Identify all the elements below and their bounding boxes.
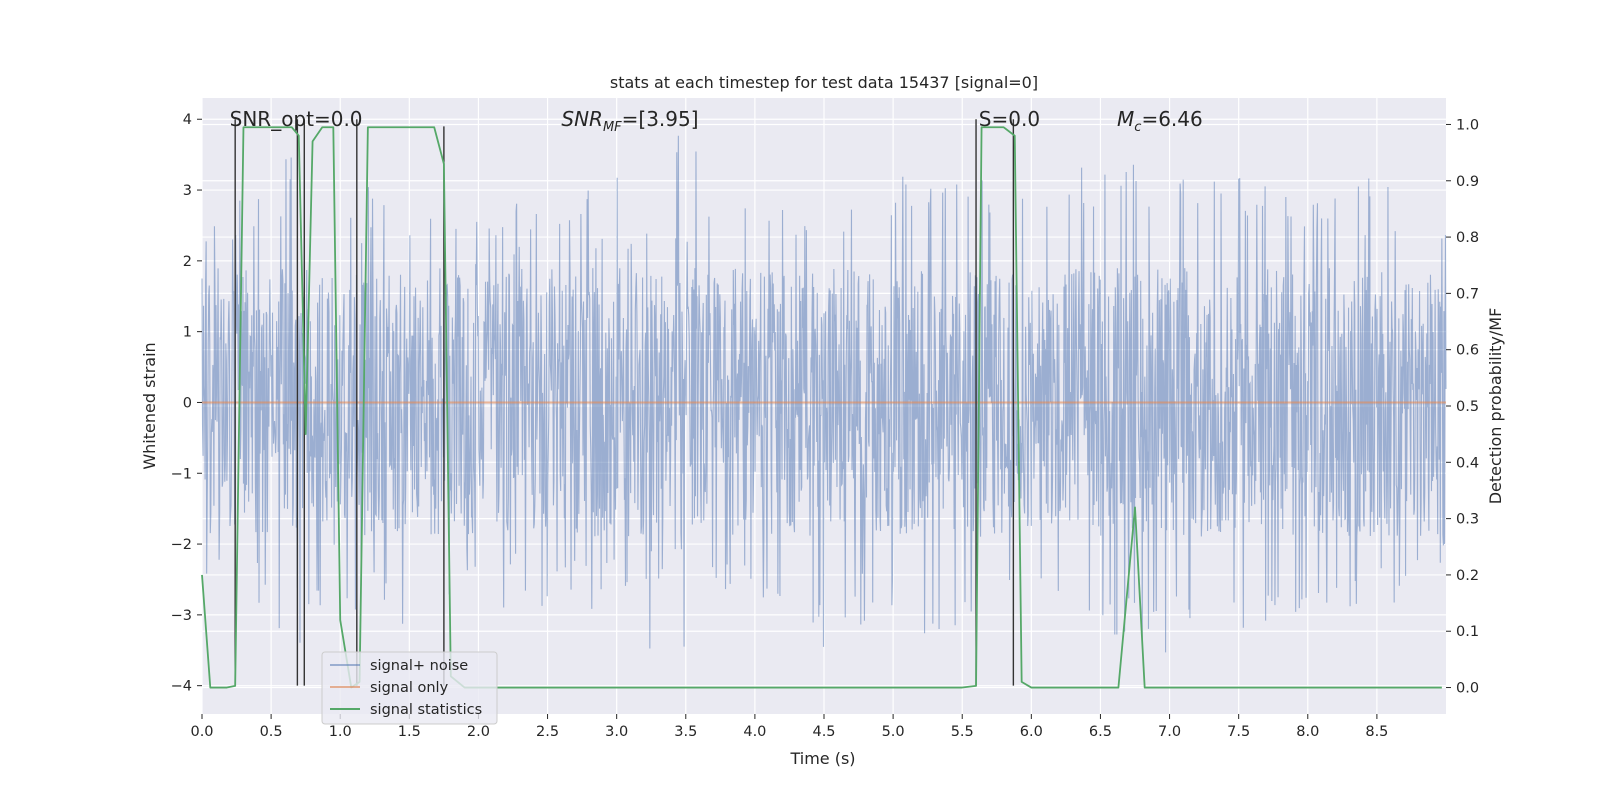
legend-label-signal-only: signal only (370, 680, 449, 696)
series-signal-noise (201, 135, 1447, 653)
y-tick-label-right-1: 0.1 (1456, 624, 1479, 640)
x-tick-label-0: 0.0 (190, 724, 213, 740)
legend-label-signal-noise: signal+ noise (370, 658, 468, 674)
x-tick-label-2: 1.0 (329, 724, 352, 740)
y-axis-label-left: Whitened strain (140, 342, 159, 469)
y-tick-label-right-7: 0.7 (1456, 286, 1479, 302)
y-tick-label-right-9: 0.9 (1456, 174, 1479, 190)
x-tick-label-17: 8.5 (1365, 724, 1388, 740)
y-tick-label-right-6: 0.6 (1456, 343, 1479, 359)
x-tick-label-16: 8.0 (1296, 724, 1319, 740)
y-tick-label-left-5: 1 (183, 325, 192, 341)
y-tick-label-left-0: −4 (171, 679, 192, 695)
annotations: SNR_opt=0.0 SNRMF=[3.95] S=0.0 Mc=6.46 (230, 107, 1203, 135)
y-tick-label-right-2: 0.2 (1456, 568, 1479, 584)
y-tick-label-right-8: 0.8 (1456, 230, 1479, 246)
y-tick-label-left-2: −2 (171, 537, 192, 553)
x-tick-label-7: 3.5 (674, 724, 697, 740)
x-axis-label: Time (s) (789, 749, 855, 768)
y-tick-label-left-7: 3 (183, 183, 192, 199)
annotation-0: SNR_opt=0.0 (230, 107, 363, 131)
y-tick-label-left-1: −3 (171, 608, 192, 624)
legend-box (321, 651, 498, 725)
x-tick-label-9: 4.5 (812, 724, 835, 740)
x-tick-label-4: 2.0 (467, 724, 490, 740)
x-tick-label-8: 4.0 (743, 724, 766, 740)
annotation-2: S=0.0 (979, 107, 1040, 131)
x-tick-label-1: 0.5 (260, 724, 283, 740)
x-tick-label-11: 5.5 (951, 724, 974, 740)
y-tick-label-right-5: 0.5 (1456, 399, 1479, 415)
annotation-1: SNRMF=[3.95] (561, 107, 698, 135)
y-tick-label-right-0: 0.0 (1456, 681, 1479, 697)
axis-ticks: 0.0 0.5 1.0 1.5 2.0 2.5 3.0 3.5 4.0 4.5 5.0 5.5 6.0 6… (171, 112, 1479, 740)
annotation-3: Mc=6.46 (1117, 107, 1203, 135)
x-tick-label-5: 2.5 (536, 724, 559, 740)
x-tick-label-10: 5.0 (882, 724, 905, 740)
x-tick-label-6: 3.0 (605, 724, 628, 740)
y-tick-label-left-6: 2 (183, 254, 192, 270)
vertical-markers (234, 119, 1015, 686)
signal-noise-line (201, 135, 1447, 653)
y-tick-label-left-3: −1 (171, 466, 192, 482)
chart-title: stats at each timestep for test data 154… (610, 73, 1038, 92)
y-tick-label-right-10: 1.0 (1456, 117, 1479, 133)
y-tick-label-left-8: 4 (183, 112, 192, 128)
y-tick-label-right-4: 0.4 (1456, 455, 1479, 471)
x-tick-label-3: 1.5 (398, 724, 421, 740)
x-tick-label-12: 6.0 (1020, 724, 1043, 740)
x-tick-label-15: 7.5 (1227, 724, 1250, 740)
legend: signal+ noise signal only signal statist… (321, 651, 498, 725)
y-tick-label-right-3: 0.3 (1456, 512, 1479, 528)
y-axis-label-right: Detection probability/MF (1486, 308, 1505, 505)
legend-label-signal-statistics: signal statistics (370, 702, 482, 718)
x-tick-label-14: 7.0 (1158, 724, 1181, 740)
x-tick-label-13: 6.5 (1089, 724, 1112, 740)
y-tick-label-left-4: 0 (183, 395, 192, 411)
